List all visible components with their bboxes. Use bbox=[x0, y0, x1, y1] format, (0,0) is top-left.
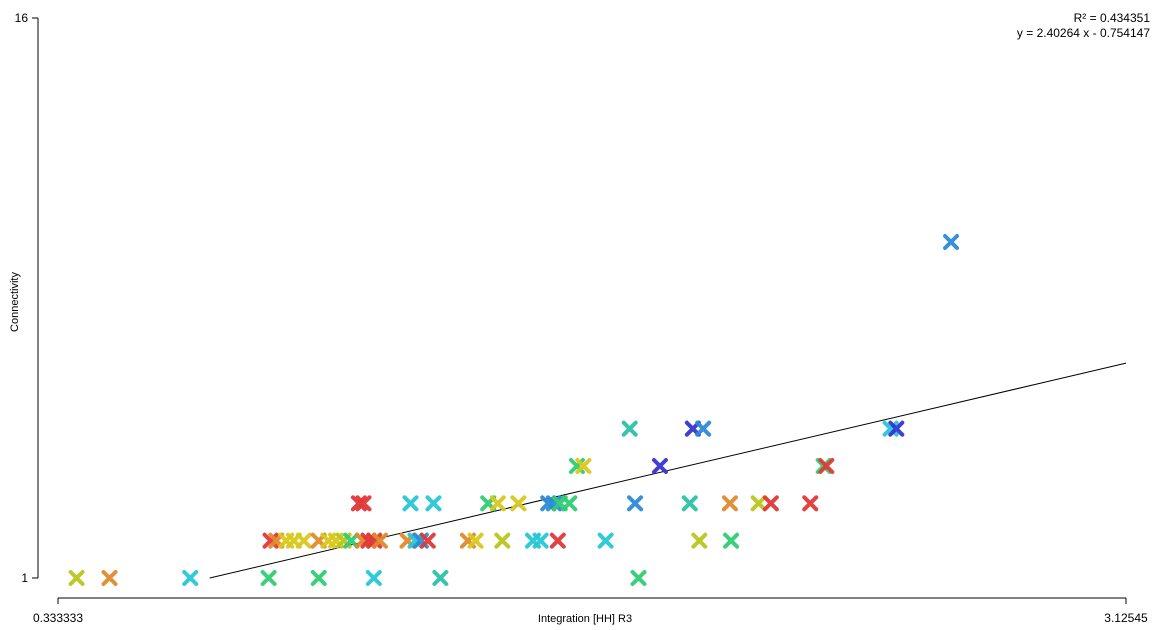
data-point-marker bbox=[510, 495, 527, 512]
data-point-marker bbox=[295, 532, 312, 549]
y-tick-label-min: 1 bbox=[21, 571, 28, 585]
data-points bbox=[68, 234, 960, 586]
data-point-marker bbox=[681, 495, 698, 512]
data-point-marker bbox=[762, 495, 779, 512]
data-point-marker bbox=[494, 532, 511, 549]
data-point-marker bbox=[343, 532, 360, 549]
data-point-marker bbox=[627, 495, 644, 512]
data-point-marker bbox=[723, 532, 740, 549]
data-point-marker bbox=[489, 495, 506, 512]
data-point-marker bbox=[943, 234, 960, 250]
data-point-marker bbox=[721, 495, 738, 512]
data-point-marker bbox=[597, 532, 614, 549]
axes: 16 1 0.333333 3.12545 Integration [HH] R… bbox=[9, 11, 1148, 625]
data-point-marker bbox=[68, 570, 85, 586]
x-axis-title: Integration [HH] R3 bbox=[538, 613, 632, 625]
data-point-marker bbox=[549, 532, 566, 549]
data-point-marker bbox=[365, 570, 382, 586]
data-point-marker bbox=[432, 570, 449, 586]
data-point-marker bbox=[425, 495, 442, 512]
data-point-marker bbox=[419, 532, 436, 549]
data-point-marker bbox=[402, 495, 419, 512]
data-point-marker bbox=[561, 495, 578, 512]
data-point-marker bbox=[371, 532, 388, 549]
data-point-marker bbox=[651, 458, 668, 474]
data-point-marker bbox=[802, 495, 819, 512]
data-point-marker bbox=[888, 420, 905, 437]
x-tick-label-max: 3.12545 bbox=[1104, 611, 1148, 625]
data-point-marker bbox=[630, 570, 647, 586]
data-point-marker bbox=[818, 458, 835, 474]
data-point-marker bbox=[532, 532, 549, 549]
data-point-marker bbox=[350, 495, 367, 512]
y-tick-label-max: 16 bbox=[15, 11, 29, 25]
data-point-marker bbox=[575, 458, 592, 474]
data-point-marker bbox=[310, 570, 327, 586]
data-point-marker bbox=[467, 532, 484, 549]
data-point-marker bbox=[750, 495, 767, 512]
regression-stats: R² = 0.434351 y = 2.40264 x - 0.754147 bbox=[1017, 11, 1150, 40]
regression-equation-label: y = 2.40264 x - 0.754147 bbox=[1017, 26, 1150, 40]
y-axis-title: Connectivity bbox=[9, 272, 21, 332]
data-point-marker bbox=[182, 570, 199, 586]
data-point-marker bbox=[695, 420, 712, 437]
data-point-marker bbox=[260, 570, 277, 586]
data-point-marker bbox=[101, 570, 118, 586]
data-point-marker bbox=[621, 420, 638, 437]
data-point-marker bbox=[691, 532, 708, 549]
r-squared-label: R² = 0.434351 bbox=[1074, 11, 1151, 25]
x-tick-label-min: 0.333333 bbox=[33, 611, 83, 625]
data-point-marker bbox=[355, 495, 372, 512]
